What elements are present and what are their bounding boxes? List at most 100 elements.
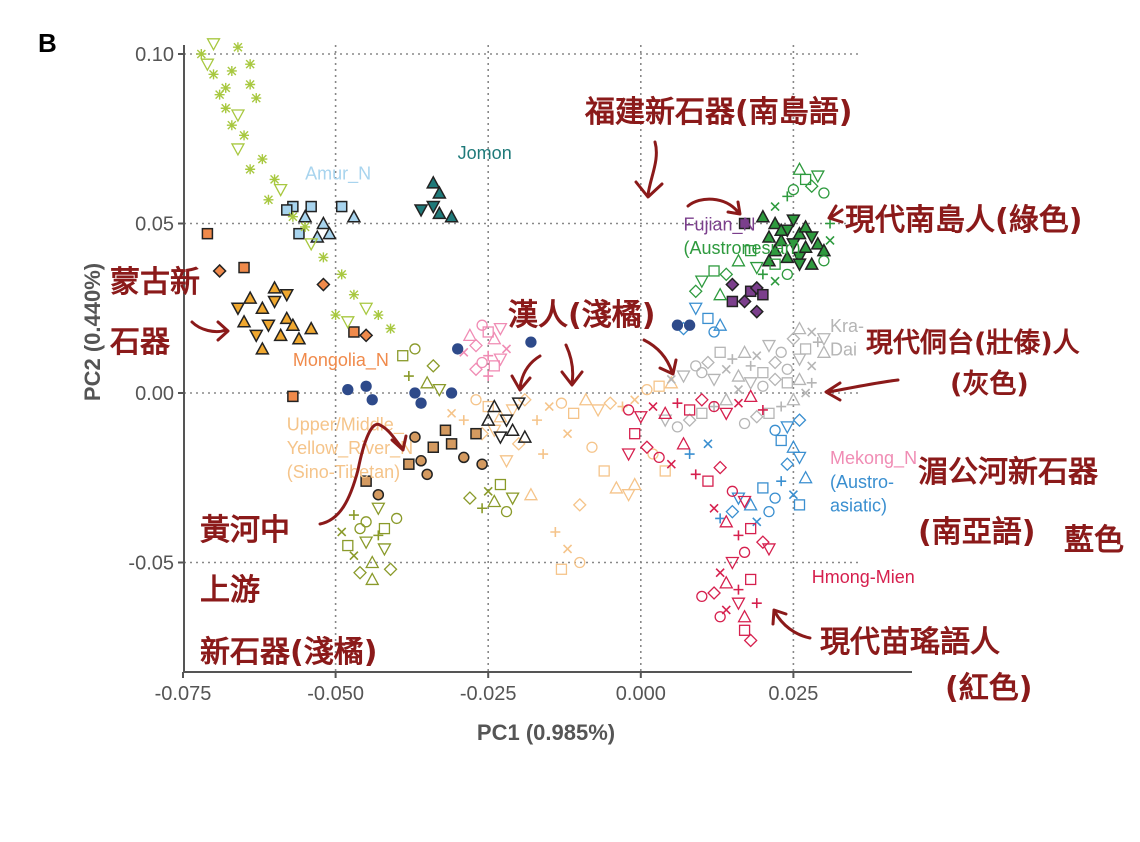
annotation-hmong-1: 現代苗瑤語人 — [820, 625, 1000, 660]
data-point — [499, 414, 514, 428]
data-point — [630, 395, 640, 405]
arrow-mongolia — [190, 320, 230, 342]
data-point — [768, 355, 783, 370]
data-point — [761, 229, 777, 243]
data-point — [483, 371, 494, 382]
data-point — [232, 42, 243, 53]
data-point — [373, 310, 384, 321]
x-tick-label: -0.050 — [307, 683, 364, 705]
data-point — [763, 407, 775, 419]
data-point — [293, 227, 305, 240]
data-point — [590, 404, 606, 418]
data-point — [365, 555, 380, 569]
data-point — [707, 586, 721, 600]
data-point — [360, 475, 372, 487]
data-point — [769, 258, 781, 270]
data-point — [409, 387, 421, 399]
data-point — [499, 455, 514, 469]
data-point — [476, 458, 488, 470]
data-point — [708, 400, 720, 413]
x-axis-title: PC1 (0.985%) — [477, 720, 615, 745]
series-austronesian-outline — [688, 161, 836, 301]
series-kra-dai — [658, 321, 832, 433]
data-point — [403, 371, 414, 382]
data-point — [230, 143, 246, 157]
data-point — [432, 205, 447, 220]
arrow-fujian — [634, 140, 664, 199]
data-point — [749, 409, 764, 424]
data-point — [757, 269, 768, 280]
data-point — [676, 436, 691, 450]
series-mongolia-n — [230, 280, 319, 355]
data-point — [658, 405, 673, 419]
data-point — [279, 310, 295, 325]
data-point — [511, 397, 526, 411]
series-siberian-green — [196, 38, 396, 334]
data-point — [694, 392, 709, 407]
data-point — [353, 565, 367, 580]
data-point — [733, 398, 744, 408]
data-point — [659, 465, 671, 477]
data-point — [214, 89, 225, 100]
group-label: Mongolia_N — [293, 350, 389, 371]
data-point — [287, 211, 298, 222]
data-point — [305, 200, 317, 213]
data-point — [483, 486, 493, 496]
data-point — [505, 492, 520, 506]
y-tick-label: -0.05 — [128, 553, 174, 575]
data-point — [493, 322, 508, 336]
data-point — [725, 504, 740, 519]
data-point — [285, 317, 301, 331]
y-axis-title: PC2 (0.440%) — [80, 263, 105, 401]
data-point — [719, 514, 734, 528]
data-point — [383, 562, 398, 577]
annotations: 福建新石器(南島語) 現代南島人(綠色) 蒙古新 石器 漢人(淺橘) 現代侗台(… — [109, 95, 1124, 706]
data-point — [743, 377, 758, 391]
group-label: (Sino-Tibetan) — [287, 462, 400, 482]
data-point — [447, 408, 457, 418]
data-point — [372, 488, 385, 501]
data-point — [798, 470, 813, 484]
data-point — [731, 597, 746, 611]
data-point — [818, 255, 830, 267]
data-point — [397, 350, 409, 362]
data-point — [360, 380, 372, 392]
data-point — [335, 200, 348, 213]
data-point — [452, 343, 464, 355]
arrow-fujian-right — [686, 197, 742, 216]
data-point — [220, 82, 231, 93]
data-point — [378, 522, 391, 535]
data-point — [653, 380, 665, 392]
data-point — [230, 302, 246, 316]
data-point — [743, 389, 758, 403]
data-point — [757, 288, 769, 301]
data-point — [476, 356, 488, 369]
data-point — [792, 161, 807, 175]
data-point — [200, 58, 215, 72]
data-point — [684, 449, 695, 460]
y-tick-label: 0.05 — [135, 214, 174, 236]
data-point — [236, 314, 252, 328]
data-point — [365, 572, 380, 586]
data-point — [318, 252, 329, 263]
data-point — [768, 372, 783, 387]
data-point — [196, 49, 207, 59]
data-point — [550, 526, 561, 537]
data-point — [647, 448, 659, 460]
data-point — [255, 300, 270, 314]
data-point — [825, 235, 835, 246]
data-point — [208, 69, 219, 80]
data-point — [727, 354, 738, 365]
data-point — [297, 209, 313, 223]
data-point — [648, 401, 658, 412]
data-point — [767, 215, 783, 230]
annotation-yellow-2: 上游 — [200, 573, 260, 608]
data-point — [738, 546, 751, 558]
data-point — [726, 485, 739, 497]
data-point — [786, 331, 801, 346]
group-label: asiatic) — [830, 496, 887, 516]
data-point — [773, 222, 789, 237]
data-point — [738, 624, 751, 636]
x-tick-label: -0.075 — [155, 683, 212, 705]
